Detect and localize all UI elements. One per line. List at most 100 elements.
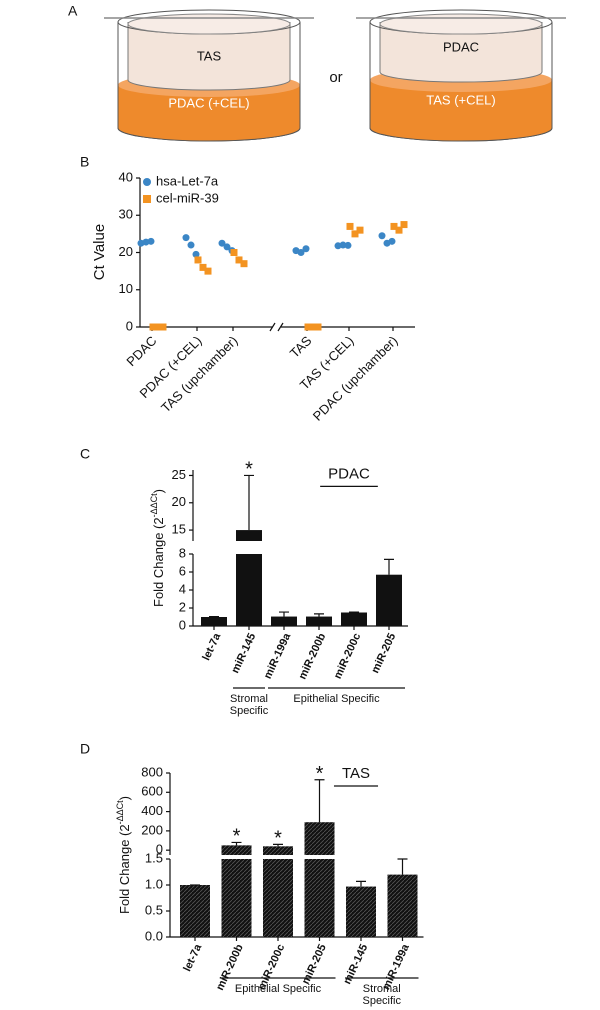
y-tick-label: 15: [172, 522, 186, 537]
data-point: [154, 323, 162, 331]
y-tick-label: 0: [179, 617, 186, 632]
data-point: [149, 323, 157, 331]
data-point: [199, 263, 207, 271]
y-tick-label: 20: [119, 244, 133, 259]
panel-label: B: [80, 154, 89, 170]
data-point: [351, 230, 359, 238]
y-tick-label: 25: [172, 467, 186, 482]
legend-label: cel-miR-39: [156, 190, 219, 205]
error-bar: [231, 841, 242, 846]
y-tick-label: 0: [126, 318, 133, 333]
x-tick-label: miR-200b: [297, 631, 329, 681]
bar: [236, 554, 262, 626]
beaker-label: PDAC: [443, 39, 479, 54]
data-point: [388, 237, 396, 245]
data-point: [309, 323, 317, 331]
right-beaker: [356, 9, 566, 142]
data-point: [235, 256, 243, 264]
group-label: Specific: [230, 705, 269, 717]
data-point: [302, 245, 310, 253]
group-label: Stromal: [230, 693, 268, 705]
data-point: [314, 323, 322, 331]
data-point: [346, 222, 354, 230]
error-bar: [384, 558, 394, 575]
data-point: [182, 234, 190, 242]
data-point: [240, 260, 248, 268]
y-tick-label: 0: [156, 842, 163, 857]
x-tick-label: miR-145: [229, 631, 258, 675]
data-point: [304, 323, 312, 331]
data-point: [390, 222, 398, 230]
bar: [271, 616, 297, 626]
x-tick-label: let-7a: [200, 631, 223, 663]
significance: *: [316, 763, 324, 785]
x-tick-label: PDAC (upchamber): [310, 333, 401, 424]
panel-label: D: [80, 741, 90, 757]
legend-marker: [143, 178, 151, 186]
y-tick-label: 2: [179, 599, 186, 614]
x-tick-label: TAS: [287, 333, 315, 361]
y-axis-label: Fold Change (2-ΔΔCt): [149, 489, 166, 607]
significance: *: [245, 459, 253, 481]
group-label: Epithelial Specific: [235, 983, 322, 995]
bar: [304, 859, 335, 937]
error-bar: [314, 613, 324, 617]
y-tick-label: 8: [179, 545, 186, 560]
bar: [376, 574, 402, 626]
connector: or: [329, 69, 342, 86]
bar: [201, 617, 227, 626]
y-axis-label-part: ): [151, 489, 166, 493]
error-bar: [273, 843, 283, 847]
data-point: [230, 249, 238, 256]
y-tick-label: 200: [141, 822, 163, 837]
error-bar: [356, 880, 366, 887]
error-bar: [244, 474, 254, 531]
group-label: Epithelial Specific: [293, 693, 380, 705]
y-tick-label: 800: [141, 764, 163, 779]
y-tick-label: 1.5: [145, 850, 163, 865]
data-point: [194, 256, 202, 264]
y-axis-label-part: Fold Change (2: [151, 517, 166, 607]
beaker-label: TAS: [197, 48, 222, 63]
y-axis-label-part: -ΔΔCt: [115, 800, 125, 825]
data-point: [159, 323, 167, 331]
data-point: [147, 237, 155, 245]
bar: [387, 874, 418, 937]
x-tick-label: miR-205: [369, 631, 398, 675]
y-tick-label: 40: [119, 169, 133, 184]
panel-label: A: [68, 3, 78, 19]
group-label: Stromal: [363, 983, 401, 995]
bar-upper: [304, 822, 335, 855]
error-bar: [279, 611, 289, 617]
x-tick-label: miR-200c: [332, 631, 364, 680]
y-axis-label: Ct Value: [91, 224, 108, 280]
data-point: [344, 241, 352, 249]
data-point: [400, 221, 408, 229]
beaker-label: TAS (+CEL): [426, 92, 495, 107]
data-point: [204, 267, 212, 275]
bar: [180, 885, 210, 937]
data-point: [223, 243, 231, 251]
y-tick-label: 0.5: [145, 902, 163, 917]
left-beaker: [104, 9, 314, 142]
y-tick-label: 6: [179, 563, 186, 578]
bar: [341, 612, 367, 626]
data-point: [395, 226, 403, 234]
x-tick-label: miR-145: [341, 942, 370, 986]
axis-break: [269, 322, 284, 332]
y-tick-label: 1.0: [145, 876, 163, 891]
bar-upper: [236, 530, 262, 541]
y-axis-label-part: -ΔΔCt: [149, 493, 159, 518]
significance: *: [274, 828, 282, 850]
beaker-label: PDAC (+CEL): [168, 95, 249, 110]
y-tick-label: 4: [179, 581, 186, 596]
x-tick-label: let-7a: [181, 942, 204, 974]
legend-label: hsa-Let-7a: [156, 173, 219, 188]
y-tick-label: 0.0: [145, 928, 163, 943]
y-tick-label: 20: [172, 494, 186, 509]
y-axis-label: Fold Change (2-ΔΔCt): [115, 796, 132, 914]
data-point: [378, 232, 386, 240]
bar: [306, 616, 332, 626]
y-axis-label-part: Fold Change (2: [117, 824, 132, 914]
